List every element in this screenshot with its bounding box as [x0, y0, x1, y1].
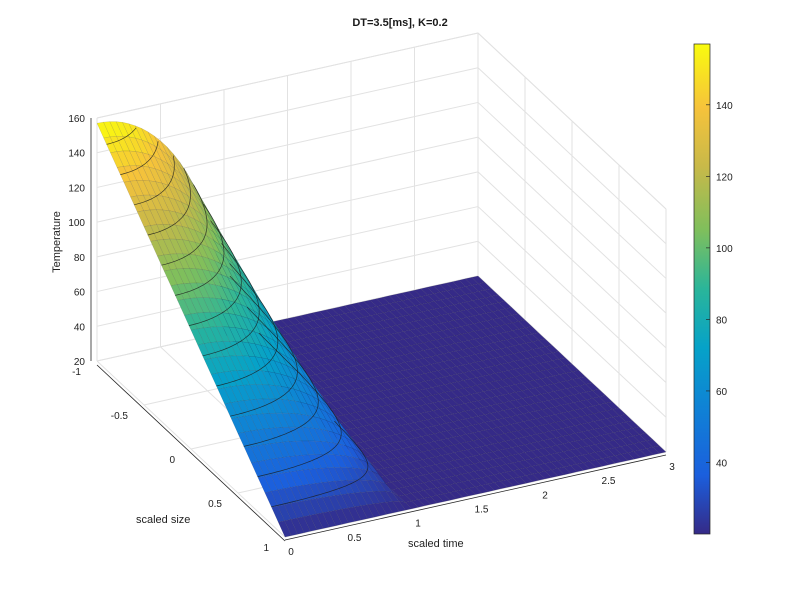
z-tick-label: 100 — [68, 218, 85, 229]
y-tick-label: 0 — [169, 455, 175, 466]
contour-line — [229, 275, 298, 417]
x-axis-ticks: 0 0.5 1 1.5 2 2.5 3 — [288, 462, 675, 558]
colorbar-tick-label: 80 — [716, 315, 728, 326]
surface-plot — [96, 121, 667, 538]
y-tick-label: -0.5 — [111, 411, 129, 422]
z-tick-label: 140 — [68, 149, 85, 160]
x-tick-label: 2 — [542, 490, 548, 501]
y-axis-line — [96, 364, 286, 542]
z-tick-label: 40 — [74, 322, 86, 333]
colorbar-tick-label: 40 — [716, 458, 728, 469]
y-tick-label: -1 — [72, 367, 81, 378]
x-tick-label: 0.5 — [348, 533, 362, 544]
z-tick-label: 120 — [68, 183, 85, 194]
axes — [90, 118, 667, 542]
colorbar-tick-label: 60 — [716, 387, 728, 398]
contour-line — [188, 220, 242, 326]
z-axis-ticks: 20 40 60 80 100 120 140 160 — [68, 114, 85, 368]
colorbar: 40 60 80 100 120 140 — [693, 43, 733, 535]
chart-title: DT=3.5[ms], K=0.2 — [352, 17, 447, 29]
y-tick-label: 1 — [263, 543, 269, 554]
contour-line — [243, 306, 319, 447]
z-tick-label: 160 — [68, 114, 85, 125]
x-tick-label: 0 — [288, 547, 294, 558]
contour-line — [120, 141, 159, 175]
contour-line — [134, 155, 175, 206]
contour-line — [147, 167, 191, 236]
y-axis-ticks: -1 -0.5 0 0.5 1 — [72, 367, 269, 554]
z-axis-label: Temperature — [51, 211, 63, 273]
x-tick-label: 2.5 — [602, 476, 616, 487]
colorbar-tick-label: 100 — [716, 244, 733, 255]
y-axis-label: scaled size — [136, 514, 190, 526]
colorbar-tick-label: 140 — [716, 101, 733, 112]
contour-line — [271, 420, 369, 508]
colorbar-ticks: 40 60 80 100 120 140 — [706, 101, 733, 469]
contour-line — [202, 243, 260, 357]
x-tick-label: 1 — [415, 519, 421, 530]
z-tick-label: 80 — [74, 253, 86, 264]
colorbar-tick-label: 120 — [716, 172, 733, 183]
contour-line — [106, 127, 137, 145]
contour-line — [161, 184, 208, 266]
x-axis-label: scaled time — [408, 538, 464, 550]
x-axis-line — [284, 454, 667, 541]
surface-patch — [278, 520, 292, 538]
y-tick-label: 0.5 — [208, 499, 222, 510]
z-tick-label: 60 — [74, 288, 86, 299]
colorbar-bar — [693, 43, 711, 535]
contour-line — [257, 332, 342, 477]
x-tick-label: 1.5 — [475, 505, 489, 516]
contour-line — [216, 263, 279, 387]
z-tick-label: 20 — [74, 357, 86, 368]
x-tick-label: 3 — [669, 462, 675, 473]
contour-line — [175, 204, 225, 296]
